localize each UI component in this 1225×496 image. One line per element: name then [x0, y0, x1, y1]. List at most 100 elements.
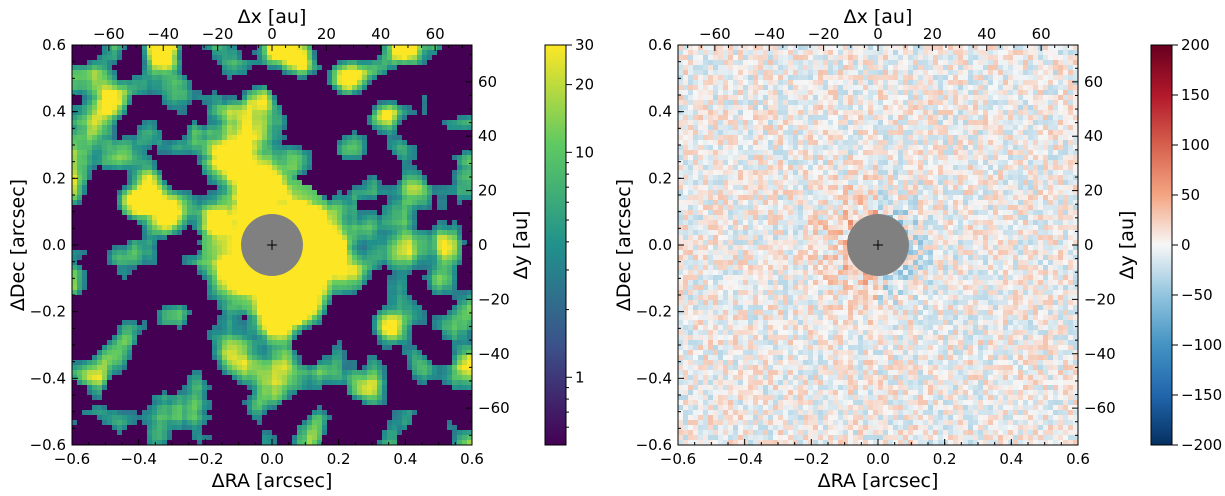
- heat-cell: [247, 165, 253, 171]
- heat-cell: [402, 45, 408, 51]
- heat-cell: [307, 105, 313, 111]
- heat-cell: [242, 135, 248, 141]
- heat-cell: [417, 65, 423, 71]
- heat-cell: [417, 140, 423, 146]
- heat-cell: [272, 325, 278, 331]
- heat-cell: [467, 160, 473, 166]
- heat-cell: [312, 215, 318, 221]
- heat-cell: [107, 345, 113, 351]
- heat-cell: [122, 265, 128, 271]
- heat-cell: [432, 240, 438, 246]
- heat-cell: [187, 355, 193, 361]
- heat-cell: [87, 100, 93, 106]
- heat-cell: [147, 110, 153, 116]
- heat-cell: [312, 65, 318, 71]
- heat-cell: [312, 105, 318, 111]
- heat-cell: [262, 120, 268, 126]
- heat-cell: [122, 110, 128, 116]
- heat-cell: [102, 80, 108, 86]
- heat-cell: [147, 295, 153, 301]
- heat-cell: [77, 335, 83, 341]
- heat-cell: [157, 325, 163, 331]
- heat-cell: [382, 85, 388, 91]
- heat-cell: [447, 310, 453, 316]
- heat-cell: [457, 320, 463, 326]
- heat-cell: [222, 70, 228, 76]
- heat-cell: [247, 355, 253, 361]
- heat-cell: [277, 290, 283, 296]
- heat-cell: [182, 215, 188, 221]
- heat-cell: [77, 180, 83, 186]
- heat-cell: [187, 120, 193, 126]
- heat-cell: [397, 340, 403, 346]
- heat-cell: [212, 170, 218, 176]
- heat-cell: [442, 165, 448, 171]
- heat-cell: [382, 295, 388, 301]
- heat-cell: [332, 295, 338, 301]
- heat-cell: [247, 150, 253, 156]
- heat-cell: [222, 250, 228, 256]
- heat-cell: [302, 175, 308, 181]
- heat-cell: [102, 75, 108, 81]
- heat-cell: [177, 280, 183, 286]
- heat-cell: [317, 105, 323, 111]
- heat-cell: [317, 185, 323, 191]
- heat-cell: [172, 115, 178, 121]
- heat-cell: [427, 310, 433, 316]
- heat-cell: [77, 140, 83, 146]
- heat-cell: [457, 230, 463, 236]
- heat-cell: [207, 200, 213, 206]
- heat-cell: [222, 150, 228, 156]
- heat-cell: [302, 305, 308, 311]
- heat-cell: [387, 175, 393, 181]
- heat-cell: [152, 245, 158, 251]
- heat-cell: [402, 205, 408, 211]
- heat-cell: [87, 145, 93, 151]
- heat-cell: [267, 125, 273, 131]
- heat-cell: [467, 140, 473, 146]
- heat-cell: [77, 315, 83, 321]
- heat-cell: [347, 145, 353, 151]
- heat-cell: [162, 135, 168, 141]
- heat-cell: [397, 95, 403, 101]
- heat-cell: [87, 70, 93, 76]
- heat-cell: [462, 235, 468, 241]
- heat-cell: [407, 160, 413, 166]
- heat-cell: [427, 315, 433, 321]
- heat-cell: [87, 130, 93, 136]
- heat-cell: [367, 245, 373, 251]
- heat-cell: [362, 130, 368, 136]
- heat-cell: [177, 210, 183, 216]
- heat-cell: [167, 260, 173, 266]
- heat-cell: [272, 170, 278, 176]
- heat-cell: [442, 330, 448, 336]
- heat-cell: [412, 270, 418, 276]
- heat-cell: [242, 115, 248, 121]
- heat-cell: [97, 120, 103, 126]
- heat-cell: [197, 45, 203, 51]
- heat-cell: [347, 130, 353, 136]
- heat-cell: [462, 100, 468, 106]
- heat-cell: [282, 75, 288, 81]
- heat-cell: [227, 190, 233, 196]
- heat-cell: [237, 190, 243, 196]
- heat-cell: [177, 260, 183, 266]
- heat-cell: [362, 170, 368, 176]
- heat-cell: [197, 275, 203, 281]
- heat-cell: [92, 165, 98, 171]
- heat-cell: [412, 265, 418, 271]
- heat-cell: [432, 190, 438, 196]
- heat-cell: [417, 295, 423, 301]
- heat-cell: [147, 190, 153, 196]
- heat-cell: [212, 355, 218, 361]
- heat-cell: [177, 140, 183, 146]
- heat-cell: [337, 315, 343, 321]
- heat-cell: [142, 135, 148, 141]
- heat-cell: [457, 150, 463, 156]
- heat-cell: [242, 295, 248, 301]
- heat-cell: [322, 230, 328, 236]
- heat-cell: [392, 165, 398, 171]
- heat-cell: [342, 305, 348, 311]
- heat-cell: [467, 265, 473, 271]
- heat-cell: [377, 350, 383, 356]
